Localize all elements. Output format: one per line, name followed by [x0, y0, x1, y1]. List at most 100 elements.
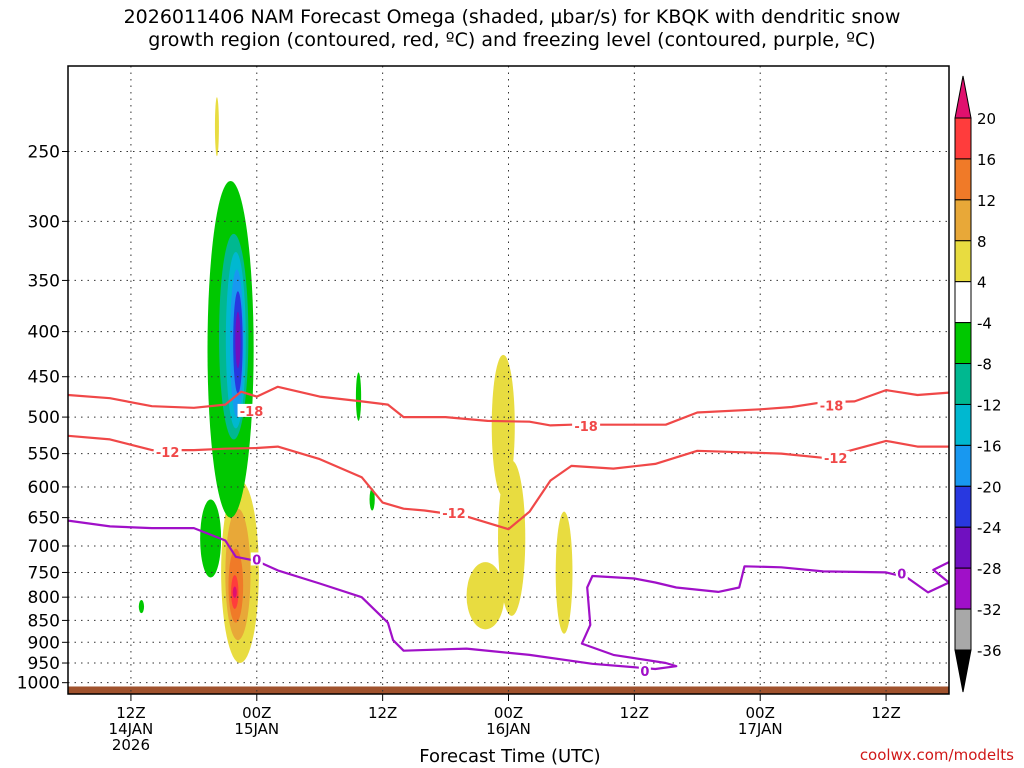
colorbar-label-7: -12 — [977, 396, 1002, 414]
colorbar-box-3 — [954, 240, 972, 283]
colorbar-label-12: -32 — [977, 601, 1002, 619]
contour-label-2-0: 0 — [252, 553, 261, 568]
omega-blob-13 — [138, 600, 145, 614]
contour-label-bg-1-1 — [439, 505, 468, 519]
colorbar-label-10: -24 — [977, 519, 1002, 537]
omega-blob-0 — [214, 97, 219, 157]
x-tick-label-12-2: 2026 — [112, 736, 150, 754]
grid-lines — [68, 66, 949, 694]
y-tick-label-500: 500 — [28, 408, 60, 428]
colorbar-box-12 — [954, 608, 972, 651]
x-tick-label-24-0: 00Z — [242, 704, 271, 722]
contour-label-bg-1-0 — [153, 445, 182, 459]
x-tick-label-72-1: 17JAN — [738, 720, 783, 738]
contour-label-0-2: -18 — [820, 399, 844, 414]
contour-label-0-1: -18 — [574, 420, 598, 435]
y-tick-label-850: 850 — [28, 611, 60, 631]
colorbar-label-3: 8 — [977, 233, 987, 251]
contour-label-bg-0-2 — [817, 398, 846, 412]
colorbar-box-6 — [954, 363, 972, 405]
omega-blob-12 — [235, 311, 241, 369]
y-tick-label-950: 950 — [28, 654, 60, 674]
colorbar-box-9 — [954, 485, 972, 528]
contour-label-1-2: -12 — [824, 452, 848, 467]
x-tick-label-72-0: 00Z — [746, 704, 775, 722]
omega-blob-14 — [355, 372, 362, 421]
y-tick-label-650: 650 — [28, 509, 60, 529]
title-line-1: 2026011406 NAM Forecast Omega (shaded, μ… — [123, 6, 901, 28]
contour-label-1-0: -12 — [156, 446, 180, 461]
colorbar: 20 16 12 8 4 -4 -8 -12 -16 -20 -24 -28 -32 -36 — [954, 75, 1002, 693]
colorbar-box-11 — [954, 567, 972, 610]
omega-blob-16 — [491, 354, 515, 497]
contour-label-0-0: -18 — [240, 405, 264, 420]
y-tick-label-350: 350 — [28, 271, 60, 291]
omega-blob-17 — [498, 460, 526, 616]
colorbar-box-4 — [954, 281, 972, 324]
colorbar-label-11: -28 — [977, 560, 1002, 578]
contour-label-1-1: -12 — [442, 507, 466, 522]
colorbar-top-arrow — [954, 75, 972, 119]
contour-label-bg-0-0 — [237, 403, 266, 417]
x-tick-label-24-1: 15JAN — [234, 720, 279, 738]
x-tick-label-48-1: 16JAN — [486, 720, 531, 738]
x-tick-label-36-0: 12Z — [368, 704, 397, 722]
contour-label-bg-2-1 — [638, 664, 651, 678]
colorbar-box-8 — [954, 444, 972, 487]
colorbar-label-6: -8 — [977, 356, 992, 374]
x-axis-label: Forecast Time (UTC) — [419, 746, 601, 767]
colorbar-box-0 — [954, 117, 972, 160]
y-tick-label-400: 400 — [28, 323, 60, 343]
credit-text: coolwx.com/modelts — [859, 746, 1014, 764]
contour-label-bg-2-0 — [250, 552, 263, 566]
colorbar-label-8: -16 — [977, 437, 1002, 455]
contour-labels: -18 -18 -18 -12 -12 -12 0 0 0 — [153, 398, 908, 680]
omega-blob-5 — [232, 586, 237, 599]
x-tick-label-84-0: 12Z — [871, 704, 900, 722]
x-tick-label-12-0: 12Z — [116, 704, 145, 722]
contour-label-2-2: 0 — [897, 567, 906, 582]
y-tick-label-550: 550 — [28, 445, 60, 465]
colorbar-label-1: 16 — [977, 151, 996, 169]
colorbar-label-0: 20 — [977, 110, 996, 128]
y-tick-label-600: 600 — [28, 478, 60, 498]
colorbar-box-5 — [954, 322, 972, 365]
omega-blob-15 — [369, 488, 375, 511]
y-tick-label-700: 700 — [28, 537, 60, 557]
colorbar-label-2: 12 — [977, 192, 996, 210]
contour-line-1 — [68, 434, 949, 531]
colorbar-box-1 — [954, 158, 972, 201]
y-axis: 2503003504004505005506006507007508008509… — [17, 142, 68, 694]
colorbar-box-2 — [954, 199, 972, 242]
colorbar-label-9: -20 — [977, 478, 1002, 496]
x-tick-label-48-0: 00Z — [494, 704, 523, 722]
omega-shading — [138, 97, 573, 664]
title-line-2: growth region (contoured, red, ºC) and f… — [148, 29, 876, 51]
contour-label-bg-1-2 — [821, 450, 850, 464]
colorbar-label-5: -4 — [977, 315, 992, 333]
x-tick-label-60-0: 12Z — [620, 704, 649, 722]
contour-label-2-1: 0 — [640, 665, 649, 680]
colorbar-bottom-arrow — [954, 649, 972, 693]
omega-blob-7 — [200, 499, 222, 578]
colorbar-label-13: -36 — [977, 642, 1002, 660]
colorbar-box-10 — [954, 526, 972, 569]
omega-blob-19 — [555, 511, 573, 634]
y-tick-label-750: 750 — [28, 563, 60, 583]
y-tick-label-250: 250 — [28, 142, 60, 162]
contour-line-0 — [68, 385, 949, 427]
contour-label-bg-2-2 — [895, 566, 908, 580]
colorbar-box-7 — [954, 403, 972, 446]
omega-blob-18 — [466, 562, 505, 630]
y-tick-label-300: 300 — [28, 212, 60, 232]
y-tick-label-1000: 1000 — [17, 674, 60, 694]
x-tick-label-12-1: 14JAN — [109, 720, 154, 738]
chart-title: 2026011406 NAM Forecast Omega (shaded, μ… — [0, 6, 1024, 52]
colorbar-label-4: 4 — [977, 274, 987, 292]
contour-label-bg-0-1 — [572, 419, 601, 433]
y-tick-label-450: 450 — [28, 368, 60, 388]
y-tick-label-800: 800 — [28, 588, 60, 608]
y-tick-label-900: 900 — [28, 633, 60, 653]
